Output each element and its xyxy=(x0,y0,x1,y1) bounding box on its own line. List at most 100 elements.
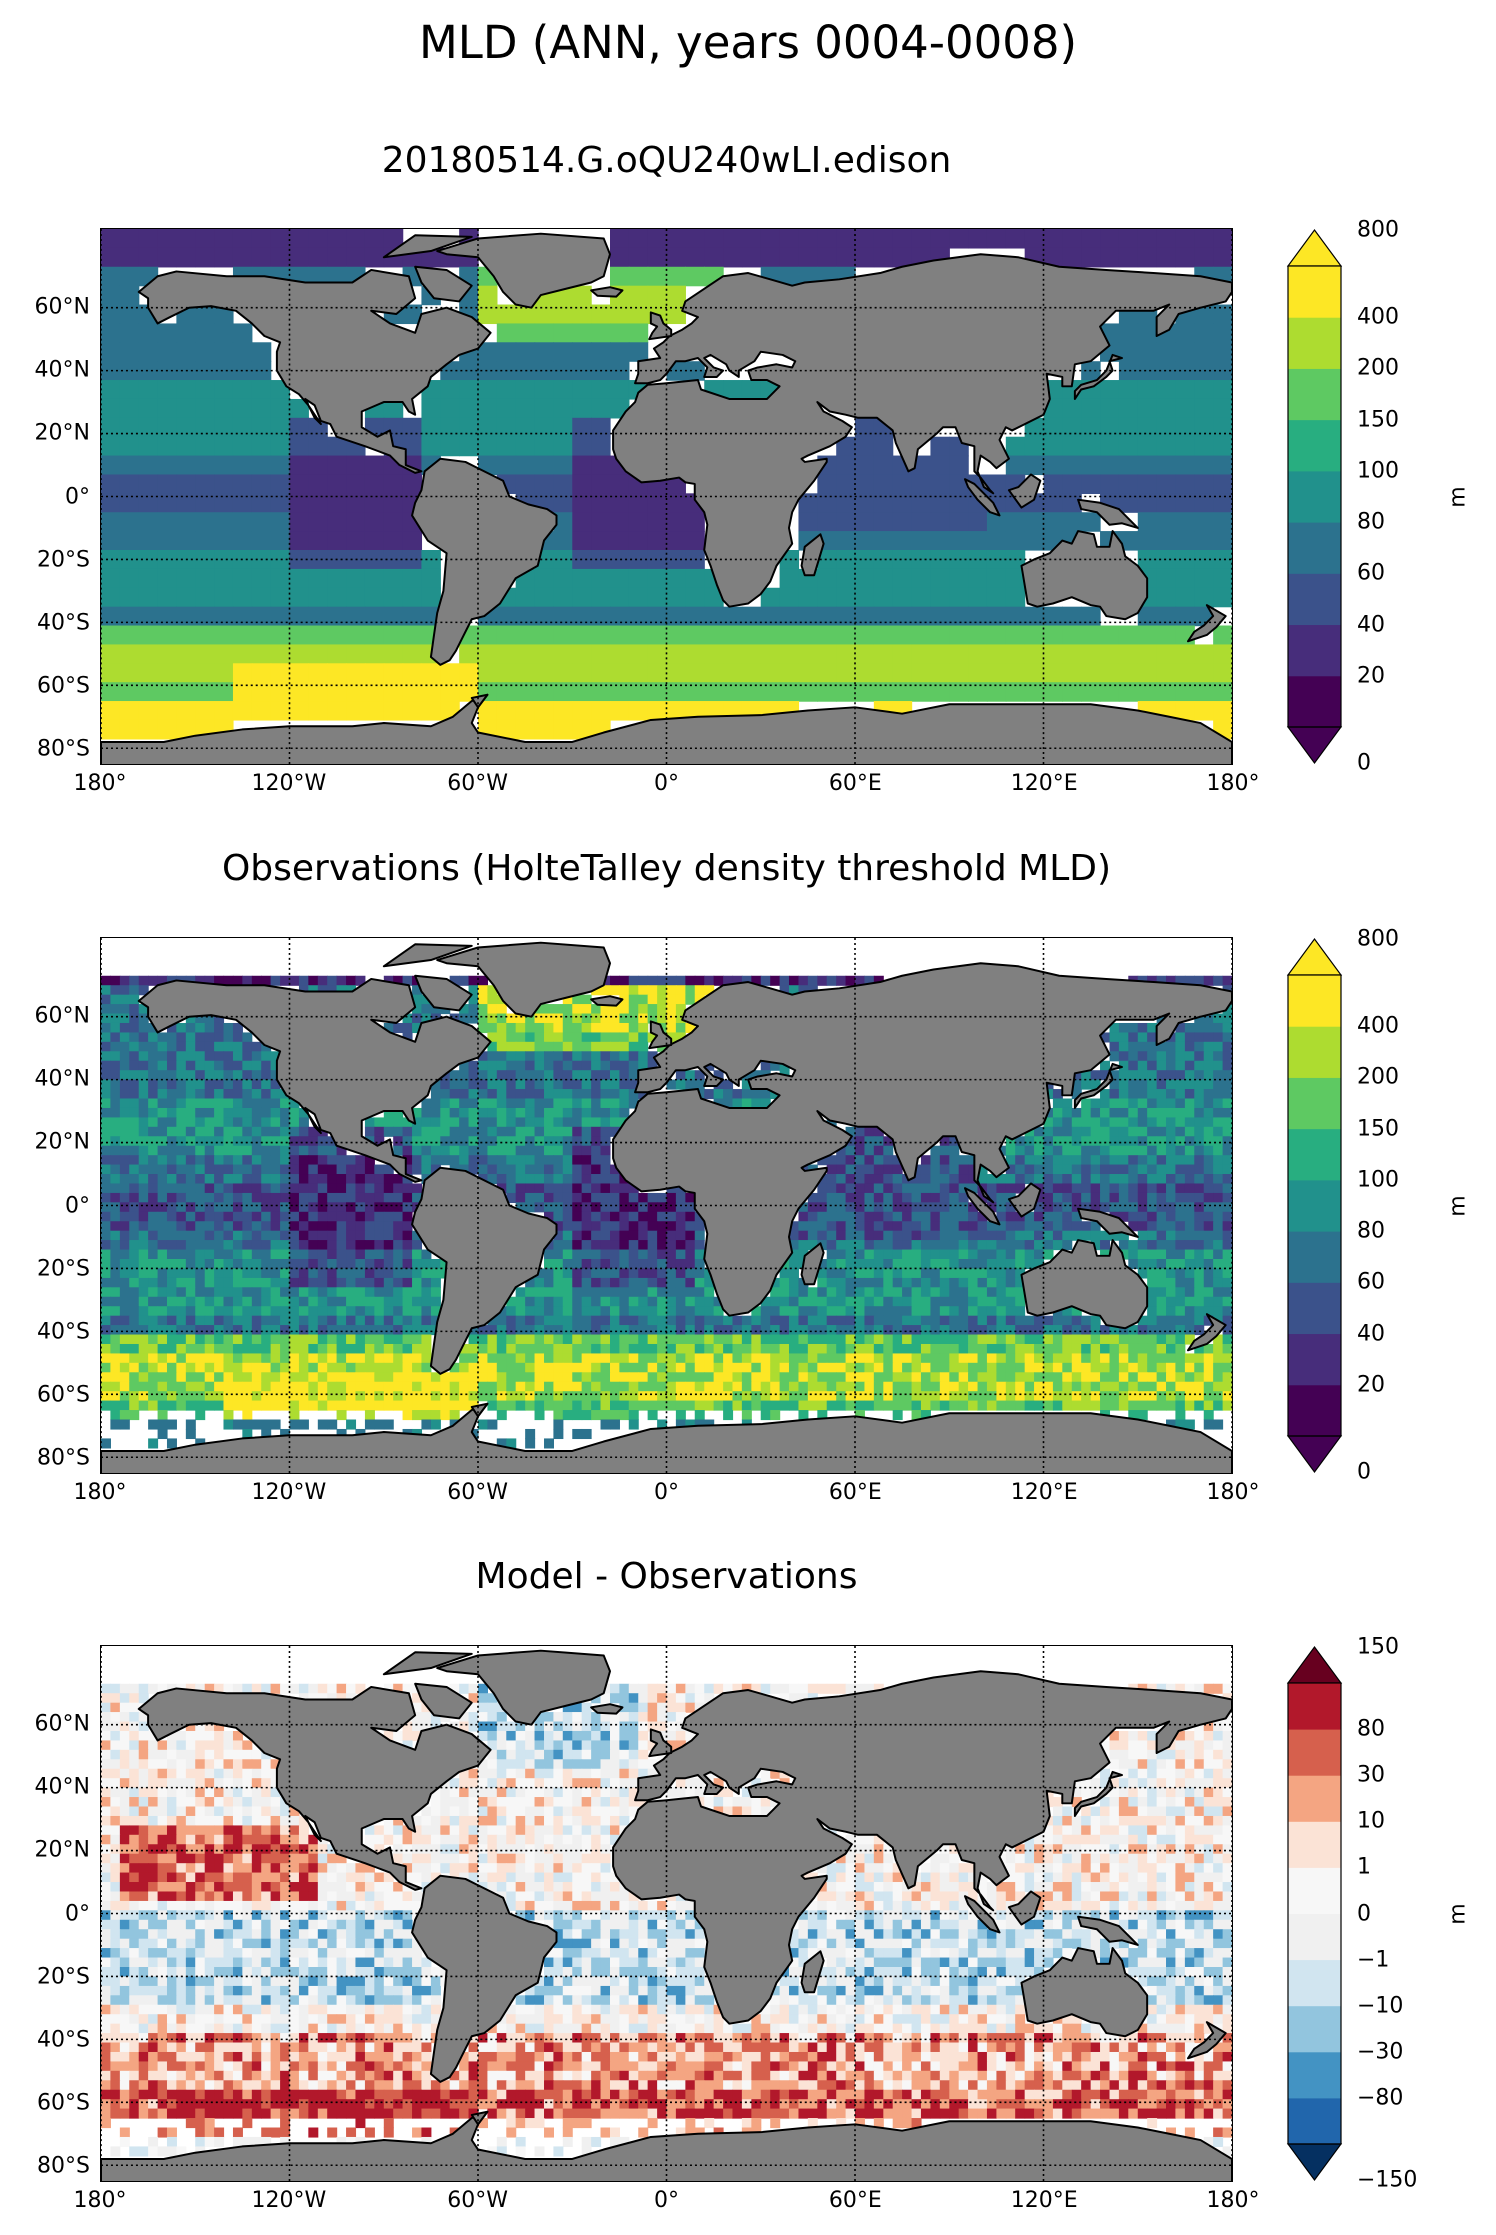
colorbar-bin xyxy=(1288,1683,1341,1730)
lat-tick-label: 20°S xyxy=(37,1964,90,1990)
colorbar-tick-label: −1 xyxy=(1357,1947,1390,1973)
lat-tick-label: 60°S xyxy=(37,2090,90,2116)
landmass-great-britain xyxy=(648,1020,673,1050)
landmass-baffin xyxy=(414,974,473,1012)
landmass-madagascar xyxy=(800,1950,825,1994)
colorbar-bin xyxy=(1288,2005,1341,2053)
colorbar-bin xyxy=(1288,419,1341,472)
landmass-antarctic-peninsula-stub xyxy=(470,1402,489,1418)
lat-tick-label: 20°N xyxy=(34,1129,90,1155)
colorbar-unit-label: m xyxy=(1445,485,1471,508)
colorbar-unit-label: m xyxy=(1445,1902,1471,1925)
lon-tick-label: 0° xyxy=(654,1480,679,1505)
lon-tick-label: 180° xyxy=(73,771,127,796)
lon-tick-label: 60°E xyxy=(828,1480,882,1505)
colorbar-bin xyxy=(1288,2051,1341,2099)
colorbar xyxy=(1286,228,1343,765)
graticule xyxy=(101,938,1232,1473)
colorbar-tick-label: 10 xyxy=(1357,1808,1385,1834)
lat-tick-label: 80°S xyxy=(37,2153,90,2179)
colorbar-tick-label: 20 xyxy=(1357,1372,1385,1398)
landmass-eurasia-africa xyxy=(612,253,1232,608)
landmass-iceland xyxy=(590,286,624,298)
colorbar-bin xyxy=(1288,1913,1341,1961)
lat-tick-label: 60°S xyxy=(37,1382,90,1408)
colorbar-tick-label: −150 xyxy=(1357,2167,1418,2193)
lon-tick-label: 60°E xyxy=(828,771,882,796)
colorbar-tick-label: −80 xyxy=(1357,2085,1404,2111)
colorbar-extend-over xyxy=(1286,937,1343,976)
lon-tick-label: 0° xyxy=(654,771,679,796)
colorbar-tick-label: 100 xyxy=(1357,458,1399,484)
landmass-australia xyxy=(1020,530,1149,621)
colorbar-tick-label: 400 xyxy=(1357,1013,1399,1039)
ocean-field xyxy=(101,975,1232,1449)
colorbar-extend-over xyxy=(1286,228,1343,267)
map-panel xyxy=(100,228,1233,765)
landmass-antarctica xyxy=(101,1402,1232,1473)
colorbar-unit-label: m xyxy=(1445,1194,1471,1217)
lat-tick-label: 60°N xyxy=(34,294,90,320)
landmass-new-guinea xyxy=(1077,1915,1139,1946)
landmass-australia xyxy=(1020,1239,1149,1330)
colorbar-bin xyxy=(1288,1282,1341,1335)
colorbar-tick-label: 20 xyxy=(1357,663,1385,689)
landmass-madagascar xyxy=(800,1242,825,1286)
colorbar-bin xyxy=(1288,573,1341,626)
landmass-sumatra xyxy=(963,1895,1001,1934)
landmass-antarctic-peninsula-stub xyxy=(470,693,489,709)
colorbar-bin xyxy=(1288,2097,1341,2145)
colorbar-bin xyxy=(1288,975,1341,1027)
landmass-sumatra xyxy=(963,1187,1001,1226)
lat-tick-label: 40°S xyxy=(37,2027,90,2053)
ocean-field xyxy=(101,1683,1232,2157)
panel-title: Observations (HolteTalley density thresh… xyxy=(221,848,1112,889)
landmass-eurasia-africa xyxy=(612,962,1232,1317)
lon-tick-label: 60°W xyxy=(447,771,509,796)
colorbar-bin xyxy=(1288,1231,1341,1283)
colorbar-tick-label: 0 xyxy=(1357,1459,1371,1485)
map-canvas xyxy=(101,229,1232,764)
landmass-iceland xyxy=(590,1703,624,1715)
landmass-north-america xyxy=(137,977,492,1183)
colorbar-extend-under xyxy=(1286,726,1343,765)
lat-tick-label: 20°S xyxy=(37,1256,90,1282)
landmass-borneo xyxy=(1007,1182,1042,1218)
lon-tick-label: 60°W xyxy=(447,1480,509,1505)
colorbar-bin xyxy=(1288,1959,1341,2007)
landmass-baffin xyxy=(414,265,473,303)
lat-tick-label: 60°N xyxy=(34,1711,90,1737)
lat-tick-label: 60°S xyxy=(37,673,90,699)
colorbar-bin xyxy=(1288,1867,1341,1914)
panel-title: 20180514.G.oQU240wLI.edison xyxy=(381,140,952,181)
landmass-greenland xyxy=(436,232,611,309)
colorbar-tick-label: 0 xyxy=(1357,1901,1371,1926)
lat-tick-label: 40°N xyxy=(34,1774,90,1800)
lat-tick-label: 0° xyxy=(65,1193,90,1218)
colorbar-bin xyxy=(1288,1729,1341,1776)
landmass-ellesmere xyxy=(382,943,473,968)
lon-tick-label: 60°W xyxy=(447,2188,509,2213)
colorbar-bin xyxy=(1288,1775,1341,1822)
landmass-sumatra xyxy=(963,478,1001,517)
colorbar-outline xyxy=(1287,1682,1342,2145)
colorbar-bin xyxy=(1288,1179,1341,1232)
landmass-ellesmere xyxy=(382,1651,473,1676)
landmass-borneo xyxy=(1007,473,1042,509)
colorbar xyxy=(1286,937,1343,1474)
colorbar-tick-label: −30 xyxy=(1357,2039,1404,2065)
lon-tick-label: 180° xyxy=(73,1480,127,1505)
landmass-japan xyxy=(1073,353,1123,400)
colorbar-tick-label: 60 xyxy=(1357,560,1385,586)
landmass-north-america xyxy=(137,268,492,474)
landmass-iceland xyxy=(590,995,624,1007)
landmass-baffin xyxy=(414,1682,473,1720)
lon-tick-label: 120°E xyxy=(1010,771,1078,796)
landmass-japan xyxy=(1073,1062,1123,1109)
colorbar-tick-label: 200 xyxy=(1357,1064,1399,1090)
colorbar-bin xyxy=(1288,1333,1341,1386)
landmass-australia xyxy=(1020,1947,1149,2038)
colorbar-tick-label: 200 xyxy=(1357,355,1399,381)
landmass-new-guinea xyxy=(1077,498,1139,529)
landmass-antarctica xyxy=(101,2110,1232,2181)
